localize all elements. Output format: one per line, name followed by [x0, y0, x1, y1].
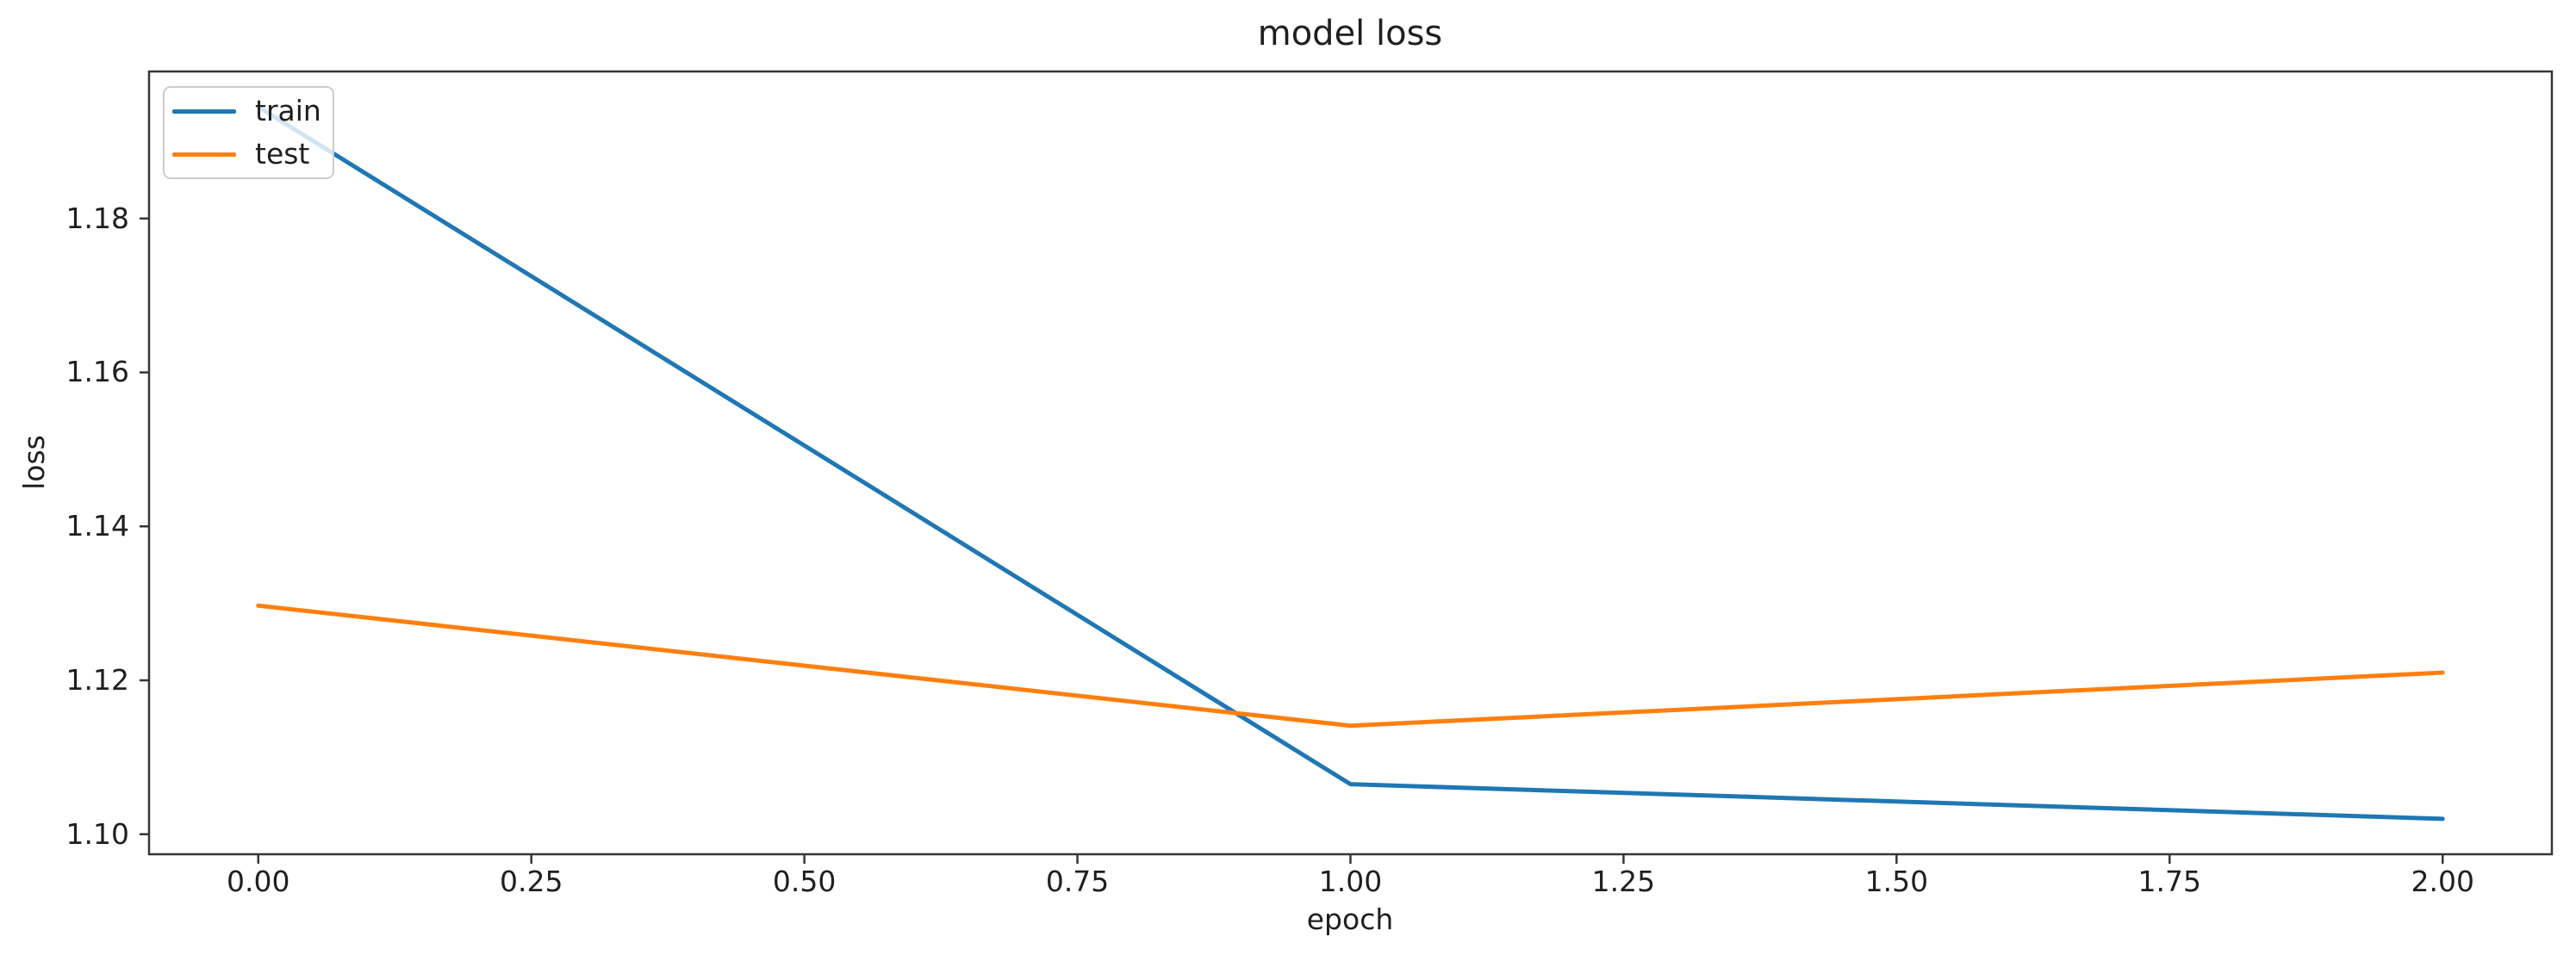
train-line-series — [256, 104, 2445, 822]
x-tick-label: 0.00 — [227, 865, 290, 898]
axes-spines — [147, 70, 2554, 856]
legend-item-train: train — [172, 90, 333, 133]
x-tick-label: 0.50 — [772, 865, 837, 898]
legend-item-test: test — [172, 133, 333, 176]
legend-label: test — [255, 137, 310, 171]
legend-label: train — [255, 94, 321, 127]
chart-title: model loss — [1257, 14, 1443, 53]
legend-swatch-test — [172, 152, 236, 157]
x-tick-label: 1.50 — [1864, 865, 1929, 898]
y-tick-label: 1.10 — [65, 816, 129, 851]
x-tick-label: 2.00 — [2411, 865, 2474, 898]
y-tick-label: 1.14 — [65, 509, 129, 543]
x-tick-label: 1.00 — [1318, 865, 1383, 898]
y-tick-label: 1.16 — [65, 355, 129, 389]
y-tick-label: 1.12 — [65, 663, 129, 697]
x-tick-label: 1.25 — [1591, 865, 1656, 898]
x-axis-label: epoch — [1306, 902, 1394, 936]
legend-swatch-train — [172, 109, 236, 114]
x-tick-label: 1.75 — [2137, 865, 2202, 898]
x-tick-label: 0.75 — [1045, 865, 1110, 898]
y-axis-label: loss — [17, 435, 51, 490]
y-tick-label: 1.18 — [65, 201, 129, 235]
x-tick-label: 0.25 — [499, 865, 563, 898]
test-line-series — [256, 603, 2445, 729]
legend: train test — [163, 86, 334, 179]
